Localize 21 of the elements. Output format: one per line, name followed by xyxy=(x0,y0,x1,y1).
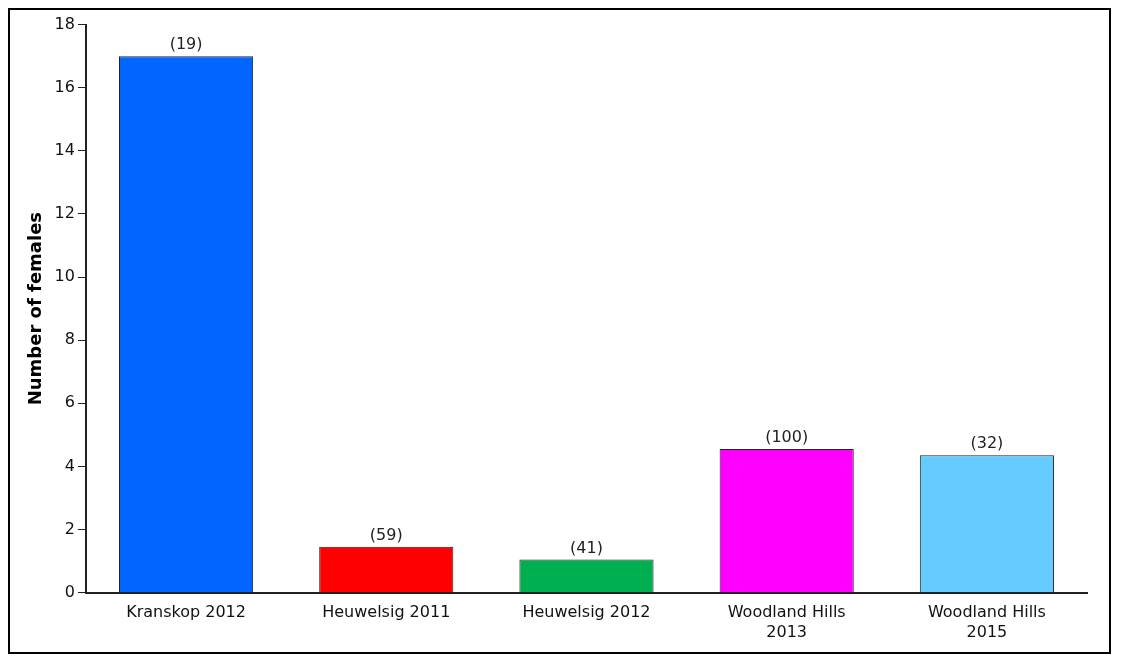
x-tick-label: Kranskop 2012 xyxy=(126,602,246,622)
annotation: (32) xyxy=(970,433,1004,453)
x-tick-label: Heuwelsig 2012 xyxy=(522,602,651,622)
y-tick-label: 2 xyxy=(64,518,75,538)
annotation: (19) xyxy=(169,34,203,54)
annotation: (100) xyxy=(765,427,809,447)
y-tick-label: 12 xyxy=(54,203,75,223)
x-tick-label: Heuwelsig 2011 xyxy=(322,602,451,622)
y-tick-label: 0 xyxy=(64,581,75,601)
y-axis-title: Number of females xyxy=(24,211,46,406)
y-tick-label: 4 xyxy=(64,455,75,475)
annotation: (41) xyxy=(570,537,603,557)
y-tick-label: 14 xyxy=(54,139,75,159)
y-tick-label: 6 xyxy=(64,392,75,412)
y-tick-label: 18 xyxy=(54,13,75,33)
annotation: (59) xyxy=(369,525,403,544)
y-tick-label: 10 xyxy=(54,266,75,286)
x-tick-label: Woodland Hills 2015 xyxy=(927,602,1046,641)
y-tick-label: 16 xyxy=(54,76,75,96)
y-tick-label: 8 xyxy=(64,329,75,349)
x-tick-label: Woodland Hills 2013 xyxy=(727,602,846,641)
